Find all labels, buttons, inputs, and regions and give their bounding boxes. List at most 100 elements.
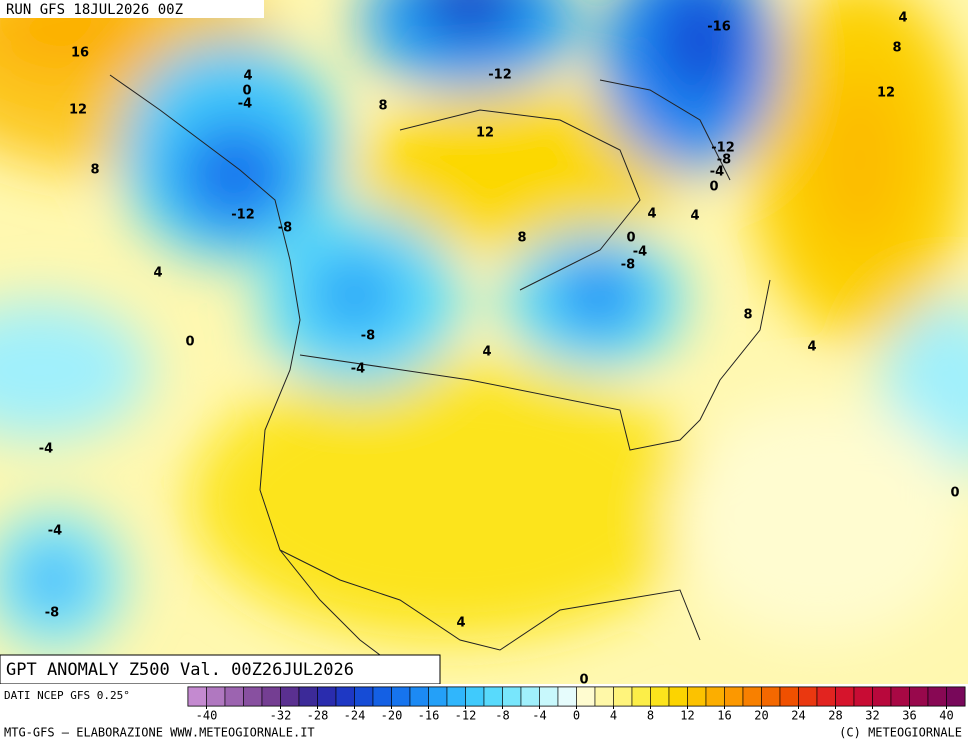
contour-label: -12 xyxy=(231,208,255,223)
colorbar-swatch xyxy=(890,686,910,707)
contour-label: 0 xyxy=(579,673,588,688)
colorbar-tick-label: -16 xyxy=(418,709,440,723)
colorbar-swatch xyxy=(224,686,244,707)
colorbar-swatch xyxy=(354,686,374,707)
colorbar-swatch xyxy=(761,686,781,707)
colorbar-tick-label: 32 xyxy=(865,709,879,723)
contour-label: -4 xyxy=(633,245,647,260)
colorbar-swatch xyxy=(428,686,448,707)
colorbar-tick-label: 4 xyxy=(610,709,617,723)
colorbar-swatch xyxy=(872,686,892,707)
colorbar-swatch xyxy=(335,686,355,707)
contour-label: 8 xyxy=(892,41,901,56)
colorbar-swatch xyxy=(409,686,429,707)
colorbar-swatch xyxy=(520,686,540,707)
colorbar-tick-label: 8 xyxy=(647,709,654,723)
contour-label: 0 xyxy=(242,84,251,99)
footer-left: MTG-GFS — ELABORAZIONE WWW.METEOGIORNALE… xyxy=(4,726,315,740)
colorbar-swatch xyxy=(798,686,818,707)
colorbar-swatch xyxy=(779,686,799,707)
colorbar-swatch xyxy=(650,686,670,707)
colorbar-swatch xyxy=(557,686,577,707)
contour-label: 8 xyxy=(517,231,526,246)
colorbar-swatch xyxy=(261,686,281,707)
contour-label: 4 xyxy=(807,340,816,355)
colorbar-tick-label: 24 xyxy=(791,709,805,723)
colorbar-swatch xyxy=(946,686,966,707)
colorbar-swatch xyxy=(243,686,263,707)
contour-label: 12 xyxy=(877,86,895,101)
colorbar-tick-label: -40 xyxy=(196,709,218,723)
colorbar-swatch xyxy=(742,686,762,707)
colorbar-tick-label: -28 xyxy=(307,709,329,723)
contour-label: -4 xyxy=(351,362,365,377)
colorbar-swatch xyxy=(391,686,411,707)
colorbar-swatch xyxy=(446,686,466,707)
colorbar-tick-label: -8 xyxy=(495,709,509,723)
colorbar-swatch xyxy=(594,686,614,707)
contour-label: 8 xyxy=(743,308,752,323)
colorbar-swatch xyxy=(317,686,337,707)
contour-label: -4 xyxy=(238,97,252,112)
run-label: RUN GFS 18JUL2026 00Z xyxy=(6,2,183,18)
contour-label: 12 xyxy=(69,103,87,118)
contour-label: -8 xyxy=(621,258,635,273)
colorbar-swatch xyxy=(909,686,929,707)
contour-label: -8 xyxy=(45,606,59,621)
contour-label: 8 xyxy=(90,163,99,178)
colorbar-tick-label: 16 xyxy=(717,709,731,723)
contour-label: -8 xyxy=(361,329,375,344)
map-title: GPT ANOMALY Z500 Val. 00Z26JUL2026 xyxy=(6,660,354,680)
footer-right: (C) METEOGIORNALE xyxy=(839,726,962,740)
contour-label: -4 xyxy=(710,165,724,180)
contour-label: 16 xyxy=(71,46,89,61)
contour-label: -4 xyxy=(48,524,62,539)
contour-label: -8 xyxy=(278,221,292,236)
colorbar-swatch xyxy=(465,686,485,707)
colorbar-swatch xyxy=(206,686,226,707)
colorbar-swatch xyxy=(613,686,633,707)
coastlines xyxy=(109,74,771,671)
colorbar-swatch xyxy=(576,686,596,707)
run-box xyxy=(0,0,264,18)
colorbar-swatch xyxy=(298,686,318,707)
colorbar-swatch xyxy=(668,686,688,707)
colorbar-tick-label: 36 xyxy=(902,709,916,723)
colorbar-tick-label: 12 xyxy=(680,709,694,723)
contour-label: 0 xyxy=(950,486,959,501)
contour-label: -12 xyxy=(711,141,735,156)
contour-label: 12 xyxy=(476,126,494,141)
colorbar-tick-label: 40 xyxy=(939,709,953,723)
colorbar-swatch xyxy=(502,686,522,707)
contour-label: -12 xyxy=(488,68,512,83)
colorbar-swatch xyxy=(816,686,836,707)
colorbar-tick-label: 28 xyxy=(828,709,842,723)
contour-label: -4 xyxy=(39,442,53,457)
colorbar-tick-label: -24 xyxy=(344,709,366,723)
contour-label: -8 xyxy=(717,153,731,168)
colorbar-tick-label: 0 xyxy=(573,709,580,723)
colorbar-tick-label: -12 xyxy=(455,709,477,723)
colorbar-tick-label: -20 xyxy=(381,709,403,723)
colorbar-swatch xyxy=(724,686,744,707)
colorbar-swatch xyxy=(539,686,559,707)
colorbar-tick-label: 20 xyxy=(754,709,768,723)
colorbar-swatch xyxy=(853,686,873,707)
contour-label: 4 xyxy=(690,209,699,224)
contour-label: 4 xyxy=(153,266,162,281)
colorbar-swatch xyxy=(687,686,707,707)
contour-label: 0 xyxy=(709,180,718,195)
contour-label: 4 xyxy=(647,207,656,222)
colorbar-tick-label: -32 xyxy=(270,709,292,723)
contour-label: 0 xyxy=(185,335,194,350)
colorbar-tick-label: -4 xyxy=(532,709,546,723)
data-source: DATI NCEP GFS 0.25° xyxy=(4,689,130,702)
colorbar-swatch xyxy=(483,686,503,707)
contour-label: -16 xyxy=(707,20,731,35)
colorbar-swatch xyxy=(631,686,651,707)
colorbar-swatch xyxy=(372,686,392,707)
contour-label: 0 xyxy=(626,231,635,246)
colorbar-swatch xyxy=(835,686,855,707)
